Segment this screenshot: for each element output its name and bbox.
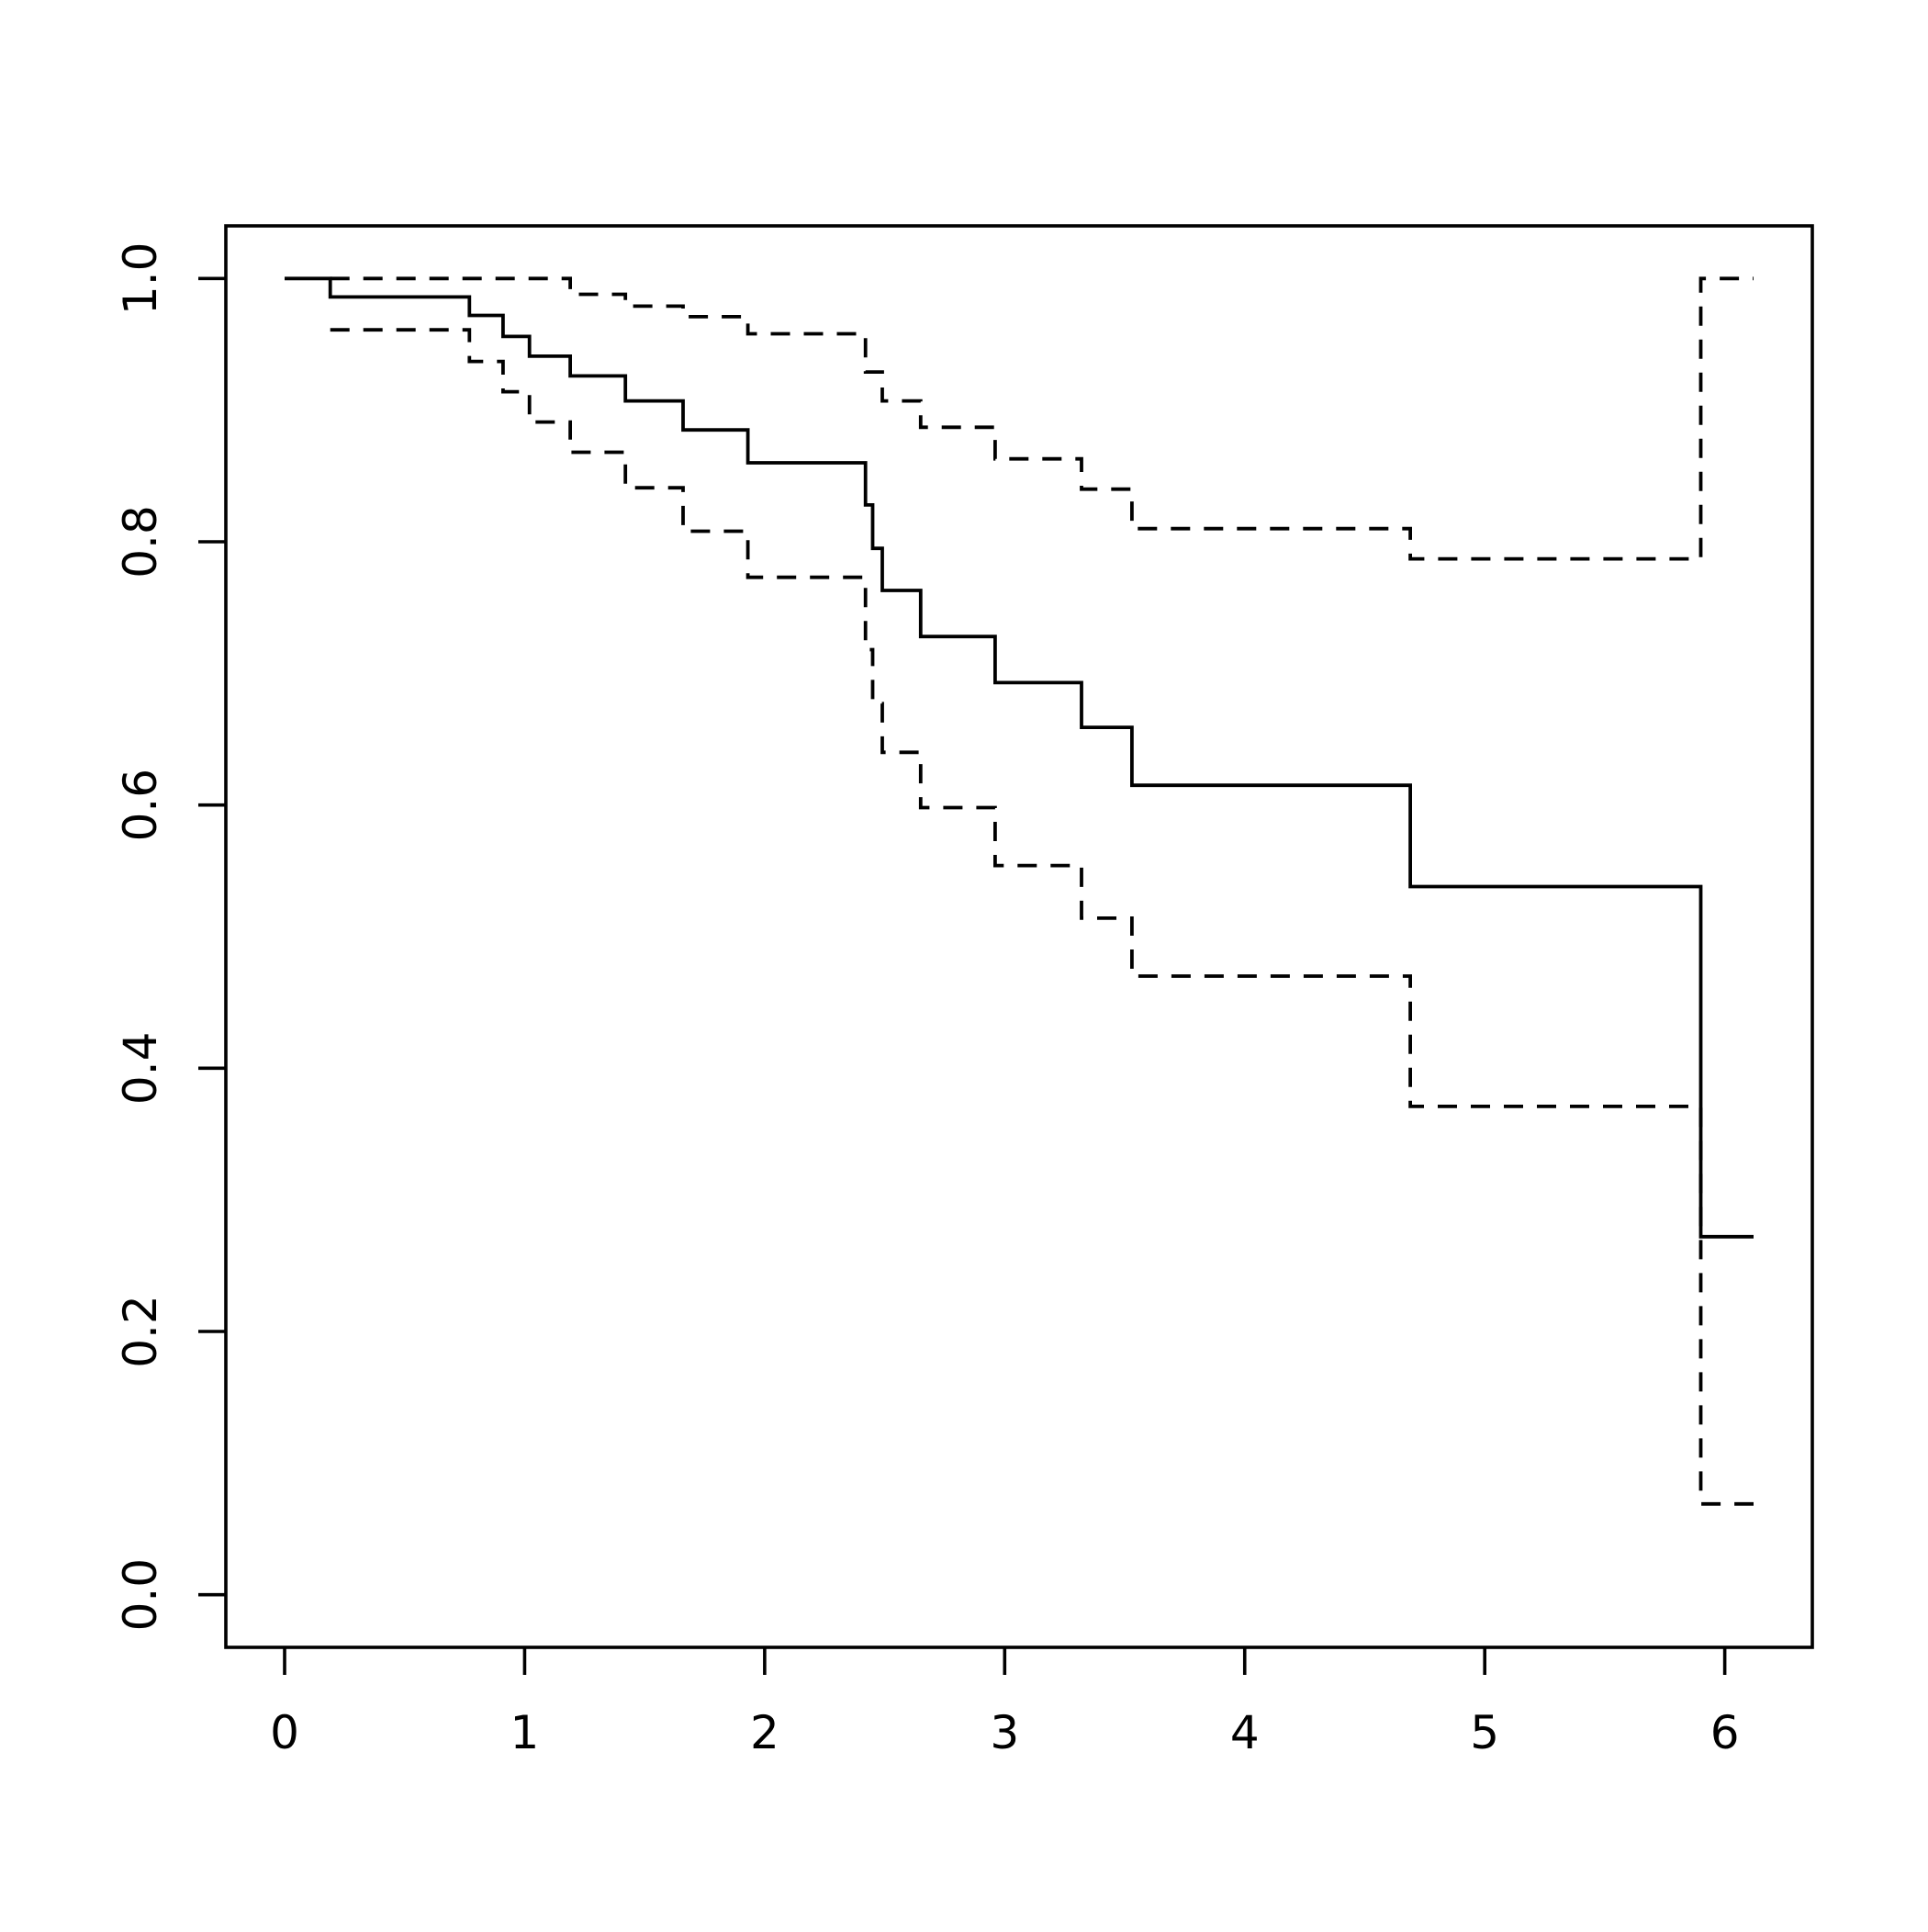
plot-box: [224, 224, 1814, 1649]
lower-95-ci-curve: [330, 328, 1754, 1506]
y-axis-tick-label: 0.0: [114, 1558, 167, 1632]
x-axis-tick-label: 5: [1470, 1706, 1499, 1759]
x-axis: 0 1 2 3 4 5 6: [270, 1647, 1740, 1759]
x-axis-tick-label: 4: [1230, 1706, 1260, 1759]
upper-95-ci-curve: [330, 276, 1754, 561]
y-axis: 0.0 0.2 0.4 0.6 0.8 1.0: [114, 242, 226, 1632]
x-axis-tick-label: 3: [990, 1706, 1019, 1759]
x-axis-tick-label: 0: [270, 1706, 299, 1759]
x-axis-tick-label: 2: [750, 1706, 779, 1759]
x-axis-tick-label: 6: [1710, 1706, 1740, 1759]
y-axis-tick-label: 0.2: [114, 1295, 167, 1368]
y-axis-tick-label: 0.4: [114, 1032, 167, 1106]
plot-frame: [224, 224, 1814, 1649]
series-lines: [285, 276, 1754, 1506]
y-axis-tick-label: 1.0: [114, 242, 167, 316]
survival-estimate-curve: [285, 276, 1754, 1239]
x-axis-tick-label: 1: [510, 1706, 540, 1759]
y-axis-tick-label: 0.6: [114, 769, 167, 842]
y-axis-tick-label: 0.8: [114, 505, 167, 578]
